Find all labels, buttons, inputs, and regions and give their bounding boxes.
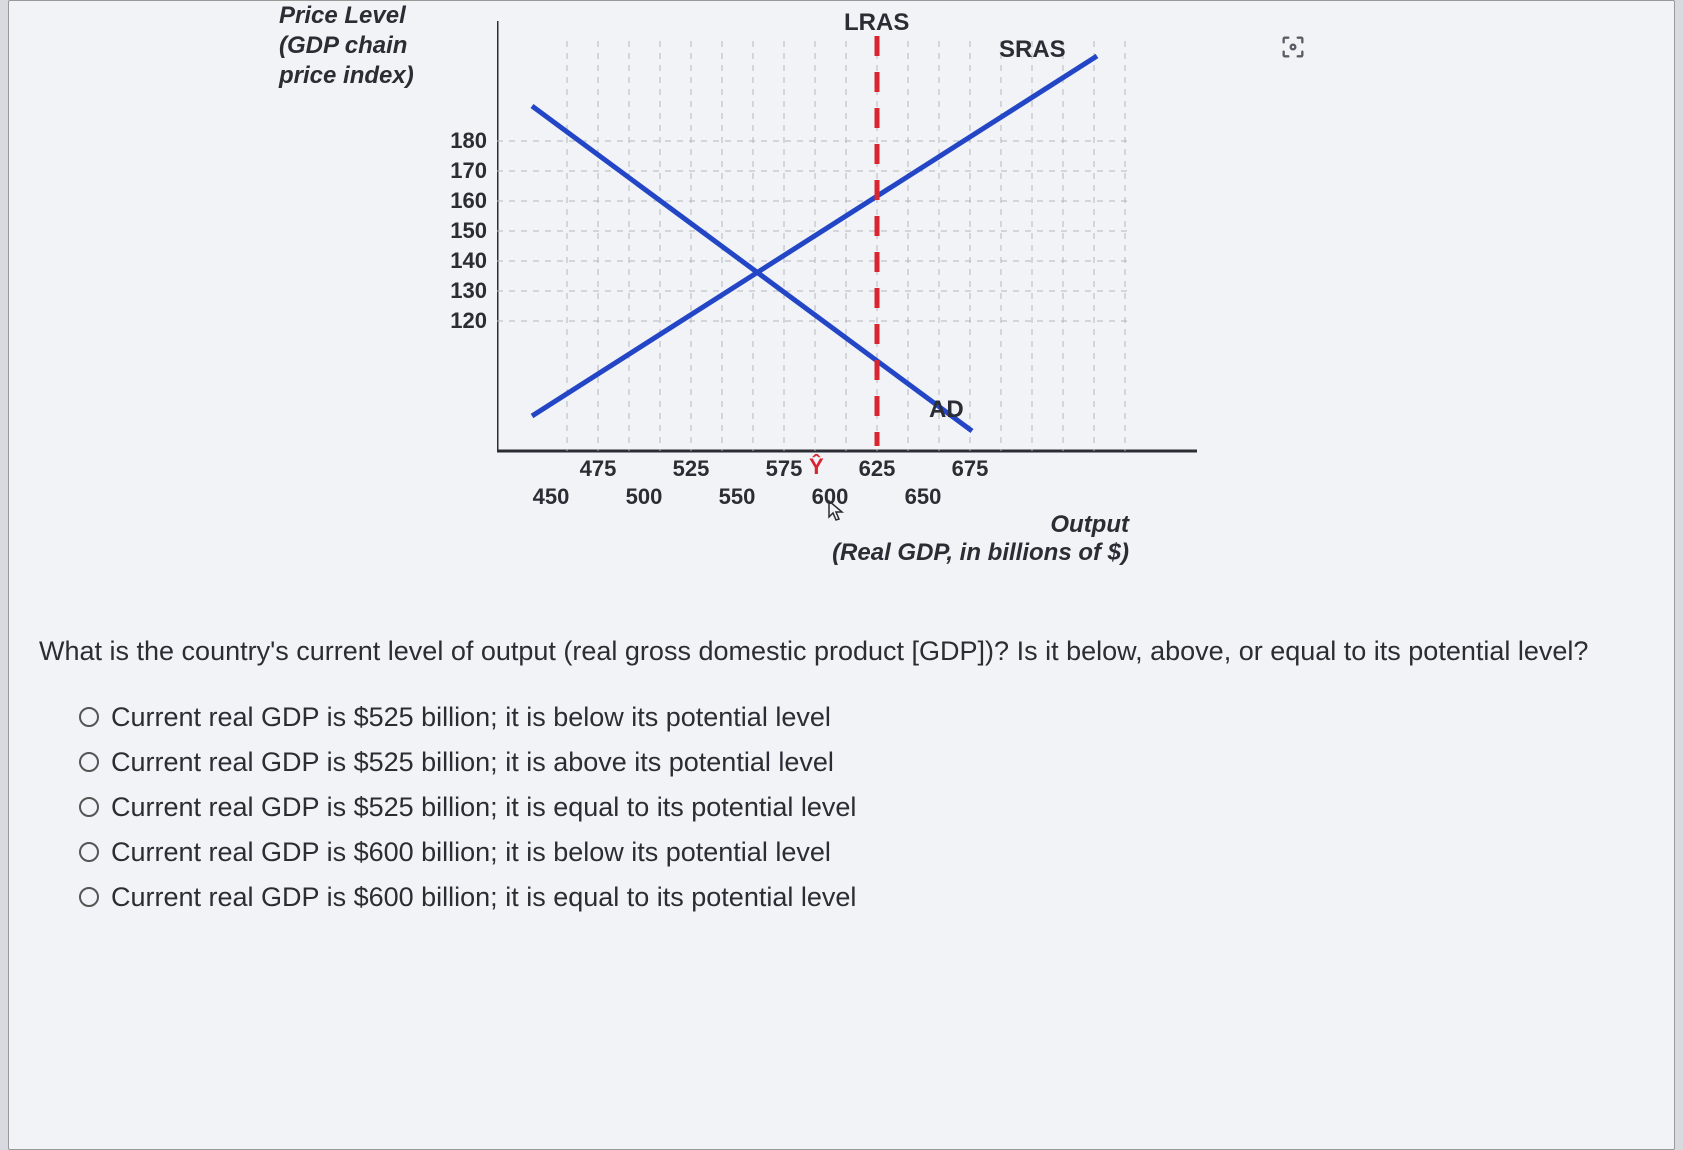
x-tick-475: 475 — [580, 456, 617, 482]
radio-icon[interactable] — [79, 752, 99, 772]
x-tick-575: 575 — [766, 456, 803, 482]
x-axis-title-1: Output — [649, 511, 1129, 539]
option-5[interactable]: Current real GDP is $600 billion; it is … — [79, 882, 1644, 913]
options-list: Current real GDP is $525 billion; it is … — [79, 702, 1644, 913]
x-axis-title-2: (Real GDP, in billions of $) — [649, 539, 1129, 567]
x-tick-625: 625 — [859, 456, 896, 482]
y-tick-180: 180 — [427, 128, 487, 154]
x-tick-650: 650 — [905, 484, 942, 510]
y-axis-title: Price Level (GDP chain price index) — [279, 1, 479, 91]
y-tick-120: 120 — [427, 308, 487, 334]
cursor-icon — [827, 499, 847, 523]
x-tick-500: 500 — [626, 484, 663, 510]
option-label: Current real GDP is $600 billion; it is … — [111, 882, 856, 913]
x-tick-675: 675 — [952, 456, 989, 482]
yhat-label: Ŷ — [809, 454, 824, 480]
x-tick-550: 550 — [719, 484, 756, 510]
option-2[interactable]: Current real GDP is $525 billion; it is … — [79, 747, 1644, 778]
option-label: Current real GDP is $525 billion; it is … — [111, 702, 831, 733]
y-tick-170: 170 — [427, 158, 487, 184]
option-3[interactable]: Current real GDP is $525 billion; it is … — [79, 792, 1644, 823]
screenshot-icon[interactable] — [1277, 31, 1309, 63]
page-container: Aggregate Price Level (GDP chain price i… — [8, 0, 1675, 1150]
radio-icon[interactable] — [79, 842, 99, 862]
y-tick-140: 140 — [427, 248, 487, 274]
ad-label: AD — [929, 396, 964, 424]
y-tick-130: 130 — [427, 278, 487, 304]
option-1[interactable]: Current real GDP is $525 billion; it is … — [79, 702, 1644, 733]
question-text: What is the country's current level of o… — [39, 631, 1644, 672]
option-label: Current real GDP is $600 billion; it is … — [111, 837, 831, 868]
y-tick-160: 160 — [427, 188, 487, 214]
option-label: Current real GDP is $525 billion; it is … — [111, 792, 856, 823]
radio-icon[interactable] — [79, 707, 99, 727]
lras-label: LRAS — [844, 9, 909, 37]
radio-icon[interactable] — [79, 797, 99, 817]
sras-label: SRAS — [999, 36, 1066, 64]
y-tick-150: 150 — [427, 218, 487, 244]
plot-area — [497, 21, 1197, 471]
option-4[interactable]: Current real GDP is $600 billion; it is … — [79, 837, 1644, 868]
radio-icon[interactable] — [79, 887, 99, 907]
chart: Aggregate Price Level (GDP chain price i… — [279, 1, 1279, 591]
x-tick-525: 525 — [673, 456, 710, 482]
option-label: Current real GDP is $525 billion; it is … — [111, 747, 834, 778]
x-tick-450: 450 — [533, 484, 570, 510]
